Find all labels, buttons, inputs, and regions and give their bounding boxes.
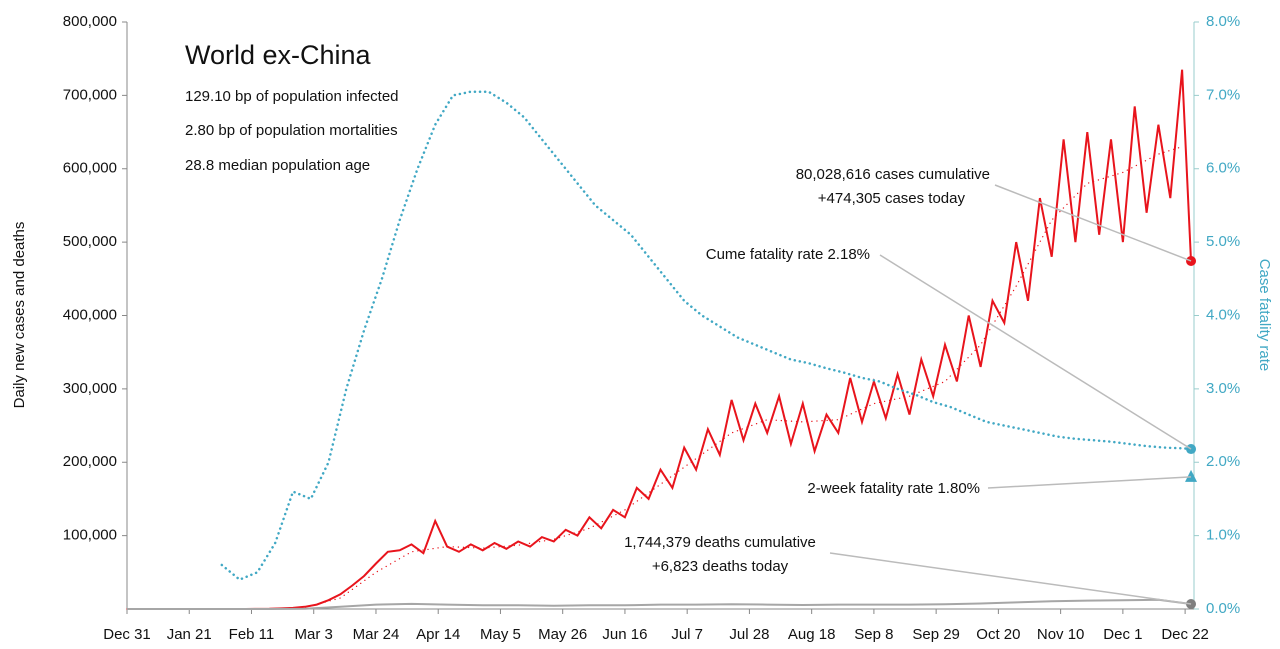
x-tick-label: Feb 11	[229, 626, 275, 643]
x-tick-label: May 26	[538, 626, 587, 643]
series-line	[220, 90, 1193, 582]
y2-tick-label: 7.0%	[1206, 86, 1240, 103]
subtitle: 129.10 bp of population infected	[185, 88, 399, 105]
x-tick-label: Aug 18	[788, 626, 836, 643]
x-tick-label: Jul 28	[729, 626, 769, 643]
annotation: 2-week fatality rate 1.80%	[807, 480, 980, 497]
y2-tick-label: 1.0%	[1206, 527, 1240, 544]
y-tick-label: 700,000	[63, 86, 117, 103]
y-tick-label: 800,000	[63, 13, 117, 30]
y2-tick-label: 3.0%	[1206, 380, 1240, 397]
series-line	[127, 69, 1192, 610]
y2-tick-label: 8.0%	[1206, 13, 1240, 30]
leader-line	[879, 254, 1192, 450]
series-line	[126, 146, 1183, 610]
y-tick-label: 200,000	[63, 453, 117, 470]
y-tick-label: 400,000	[63, 306, 117, 323]
x-tick-label: Apr 14	[416, 626, 460, 643]
y-tick-label: 500,000	[63, 233, 117, 250]
x-tick-label: Oct 20	[976, 626, 1020, 643]
series-line	[127, 598, 1192, 610]
annotation: 1,744,379 deaths cumulative	[624, 534, 816, 551]
x-tick-label: Mar 3	[295, 626, 333, 643]
annotation: +474,305 cases today	[818, 190, 966, 207]
x-tick-label: Jun 16	[602, 626, 647, 643]
y2-tick-label: 0.0%	[1206, 600, 1240, 617]
leader-line	[829, 552, 1192, 605]
x-tick-label: Sep 8	[854, 626, 893, 643]
y-axis-label: Daily new cases and deaths	[11, 222, 28, 409]
x-tick-label: Mar 24	[353, 626, 400, 643]
y2-tick-label: 4.0%	[1206, 306, 1240, 323]
x-tick-label: Dec 1	[1103, 626, 1142, 643]
x-tick-label: Nov 10	[1037, 626, 1085, 643]
y-tick-label: 600,000	[63, 160, 117, 177]
end-marker	[1185, 469, 1198, 482]
leader-line	[987, 476, 1192, 489]
subtitle: 28.8 median population age	[185, 157, 370, 174]
y-tick-label: 300,000	[63, 380, 117, 397]
annotation: +6,823 deaths today	[652, 558, 789, 575]
x-tick-label: Jul 7	[671, 626, 703, 643]
annotation: Cume fatality rate 2.18%	[706, 246, 870, 263]
y2-tick-label: 2.0%	[1206, 453, 1240, 470]
subtitle: 2.80 bp of population mortalities	[185, 122, 398, 139]
y2-tick-label: 5.0%	[1206, 233, 1240, 250]
leader-line	[994, 184, 1192, 262]
x-tick-label: May 5	[480, 626, 521, 643]
x-tick-label: Sep 29	[912, 626, 960, 643]
chart-title: World ex-China	[185, 40, 372, 70]
annotation: 80,028,616 cases cumulative	[796, 166, 990, 183]
x-tick-label: Dec 22	[1161, 626, 1209, 643]
x-tick-label: Dec 31	[103, 626, 151, 643]
y2-tick-label: 6.0%	[1206, 160, 1240, 177]
y-tick-label: 100,000	[63, 527, 117, 544]
x-tick-label: Jan 21	[167, 626, 212, 643]
y2-axis-label: Case fatality rate	[1256, 259, 1273, 372]
